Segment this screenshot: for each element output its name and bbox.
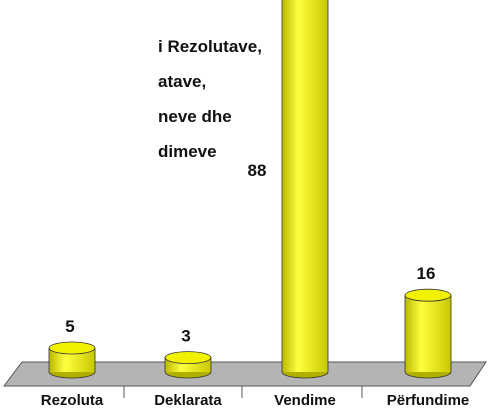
title-line: i Rezolutave, (158, 37, 262, 56)
floor (3, 361, 487, 387)
title-line: atave, (158, 72, 206, 91)
value-label: 16 (417, 264, 436, 283)
bars (48, 0, 452, 379)
title-line: neve dhe (158, 107, 232, 126)
bar-top (164, 351, 212, 365)
bar-top (48, 341, 96, 355)
value-label: 88 (248, 161, 267, 180)
x-tick-label: Vendime (274, 392, 336, 409)
bar-top (404, 288, 452, 302)
x-tick-label: Përfundime (387, 392, 470, 409)
bar-body (282, 0, 328, 372)
title-line: dimeve (158, 142, 217, 161)
bar (404, 288, 452, 379)
title: i Rezolutave, atave, neve dhe dimeve (158, 37, 262, 161)
bar (48, 341, 96, 379)
value-label: 3 (181, 327, 190, 346)
x-tick-label: Deklarata (154, 392, 222, 409)
bar (281, 0, 329, 379)
bar-body (405, 295, 451, 372)
bar (164, 351, 212, 379)
x-tick-label: Rezoluta (41, 392, 104, 409)
value-label: 5 (65, 317, 74, 336)
